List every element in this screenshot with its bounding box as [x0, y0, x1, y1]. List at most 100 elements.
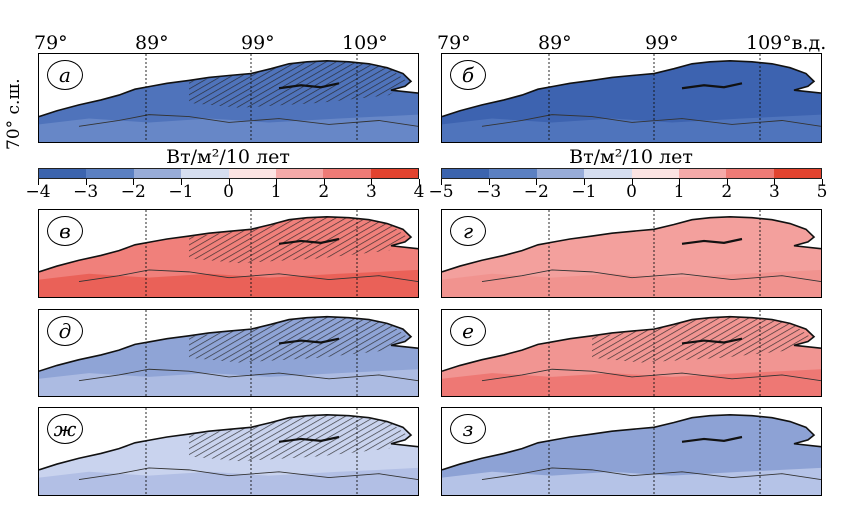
colorbar-tick [488, 179, 490, 185]
gulf-line [278, 237, 340, 245]
colorbar-left-title: Вт/м²/10 лет [166, 146, 290, 168]
colorbar-swatch [489, 169, 537, 178]
border-line [78, 467, 418, 480]
map-panel-zh: ж [38, 407, 419, 496]
lon-label-89-right: 89° [538, 32, 572, 54]
coastline [39, 215, 418, 273]
colorbar-right-title: Вт/м²/10 лет [569, 146, 693, 168]
colorbar-tick-label: 1 [673, 182, 685, 202]
colorbar-tick-label: −1 [571, 182, 597, 202]
significance-hatching [592, 316, 810, 363]
colorbar-tick-label: −1 [168, 182, 194, 202]
map-panel-b: б [441, 53, 822, 143]
colorbar-tick-label: −2 [120, 182, 146, 202]
colorbar-left [38, 168, 419, 179]
coastline [39, 315, 418, 372]
colorbar-tick-label: 2 [318, 182, 330, 202]
colorbar-swatch [773, 169, 821, 178]
significance-hatching [189, 60, 407, 108]
colorbar-tick [180, 179, 182, 185]
colorbar-tick [38, 179, 39, 185]
significance-hatching [189, 216, 407, 264]
colorbar-tick [726, 179, 728, 185]
colorbar-swatch [275, 169, 324, 178]
border-line [481, 368, 821, 382]
coastline [442, 413, 821, 471]
lon-label-99-right: 99° [645, 32, 679, 54]
map-panel-d: д [38, 309, 419, 397]
colorbar-tick-label: 3 [365, 182, 377, 202]
colorbar-swatch [678, 169, 727, 178]
colorbar-tick [822, 179, 823, 185]
colorbar-tick-label: 0 [626, 182, 637, 202]
trend-region [39, 467, 418, 495]
trend-region [442, 114, 821, 142]
colorbar-tick-label: 1 [270, 182, 282, 202]
significance-hatching [189, 414, 407, 462]
map-panel-z: з [441, 407, 822, 496]
panel-label-badge: б [450, 60, 486, 90]
significance-hatching [189, 316, 407, 363]
colorbar-tick-label: −3 [73, 182, 99, 202]
colorbar-tick [441, 179, 442, 185]
lon-label-79-right: 79° [437, 32, 471, 54]
colorbar-tick [631, 179, 633, 185]
colorbar-tick [419, 179, 420, 185]
colorbar-tick [774, 179, 776, 185]
panel-label-badge: г [450, 216, 486, 246]
colorbar-tick-label: 0 [223, 182, 234, 202]
colorbar-swatch [39, 169, 87, 178]
panel-label-badge: з [450, 414, 486, 444]
panel-label-badge: д [47, 316, 83, 346]
map-panel-v: в [38, 209, 419, 298]
map-panel-a: а [38, 53, 419, 143]
colorbar-swatch [370, 169, 418, 178]
border-line [78, 368, 418, 382]
map-panel-e: е [441, 309, 822, 397]
latitude-label: 70° с.ш. [4, 78, 24, 150]
trend-region [442, 369, 821, 396]
colorbar-tick [323, 179, 325, 185]
lon-label-89-left: 89° [135, 32, 169, 54]
colorbar-swatch [631, 169, 679, 178]
colorbar-tick [371, 179, 373, 185]
panel-label-badge: е [450, 316, 486, 346]
trend-region [39, 269, 418, 297]
coastline [442, 215, 821, 273]
gulf-line [681, 435, 743, 443]
gulf-line [278, 82, 340, 90]
coastline [39, 60, 418, 118]
colorbar-tick [679, 179, 681, 185]
lon-label-79-left: 79° [34, 32, 68, 54]
colorbar-tick-label: 2 [721, 182, 733, 202]
colorbar-tick-label: −4 [25, 182, 51, 202]
border-line [78, 269, 418, 282]
trend-region [39, 369, 418, 396]
panel-label-badge: ж [47, 414, 83, 444]
colorbar-swatch [536, 169, 585, 178]
colorbar-right [441, 168, 822, 179]
lon-label-99-left: 99° [241, 32, 275, 54]
gulf-line [278, 337, 340, 345]
colorbar-tick-label: 3 [768, 182, 780, 202]
colorbar-swatch [323, 169, 371, 178]
map-panel-g: г [441, 209, 822, 298]
colorbar-tick-label: 5 [816, 182, 828, 202]
border-line [78, 114, 418, 127]
colorbar-tick [85, 179, 87, 185]
colorbar-tick [228, 179, 230, 185]
trend-region [39, 114, 418, 142]
colorbar-swatch [726, 169, 774, 178]
colorbar-tick-label: −3 [476, 182, 502, 202]
trend-region [442, 269, 821, 297]
colorbar-swatch [86, 169, 134, 178]
lon-label-109-left: 109° [342, 32, 388, 54]
gulf-line [681, 237, 743, 245]
gulf-line [278, 435, 340, 443]
border-line [481, 467, 821, 480]
gulf-line [681, 337, 743, 345]
colorbar-tick [133, 179, 135, 185]
colorbar-tick [276, 179, 278, 185]
panel-label-badge: в [47, 216, 83, 246]
colorbar-swatch [442, 169, 490, 178]
